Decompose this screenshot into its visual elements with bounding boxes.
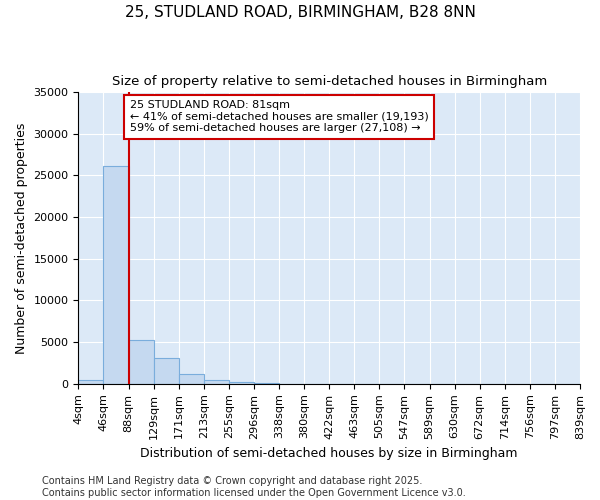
Bar [103,166,128,384]
X-axis label: Distribution of semi-detached houses by size in Birmingham: Distribution of semi-detached houses by … [140,447,518,460]
Text: 25 STUDLAND ROAD: 81sqm
← 41% of semi-detached houses are smaller (19,193)
59% o: 25 STUDLAND ROAD: 81sqm ← 41% of semi-de… [130,100,428,134]
Y-axis label: Number of semi-detached properties: Number of semi-detached properties [15,122,28,354]
Bar [128,340,154,384]
Text: Contains HM Land Registry data © Crown copyright and database right 2025.
Contai: Contains HM Land Registry data © Crown c… [42,476,466,498]
Text: 25, STUDLAND ROAD, BIRMINGHAM, B28 8NN: 25, STUDLAND ROAD, BIRMINGHAM, B28 8NN [125,5,475,20]
Bar [154,358,179,384]
Bar [204,380,229,384]
Bar [179,374,204,384]
Title: Size of property relative to semi-detached houses in Birmingham: Size of property relative to semi-detach… [112,75,547,88]
Bar [79,380,103,384]
Bar [229,382,254,384]
